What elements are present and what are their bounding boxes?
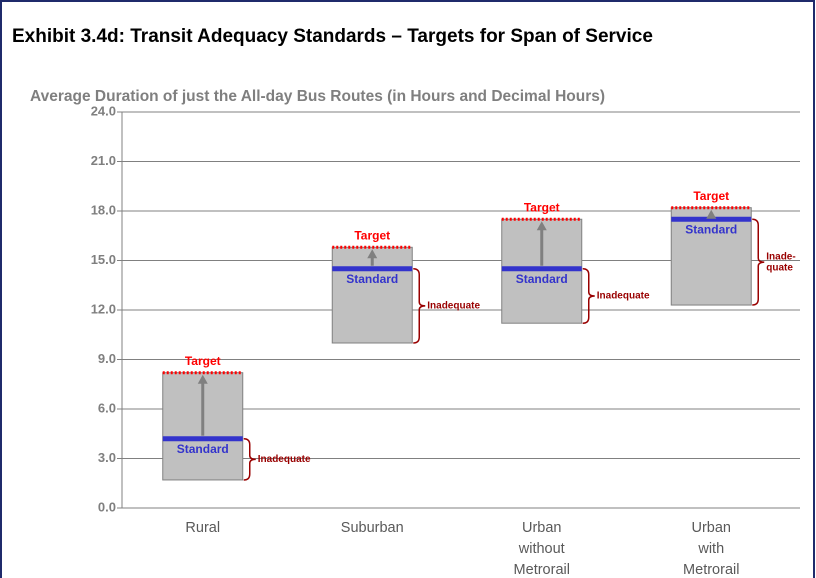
y-tick-label: 18.0 xyxy=(91,202,116,217)
chart-title: Exhibit 3.4d: Transit Adequacy Standards… xyxy=(12,26,653,47)
inadequate-brace xyxy=(413,268,426,344)
standard-label: Standard xyxy=(685,222,737,236)
y-tick-label: 6.0 xyxy=(98,400,116,415)
gap-arrow-head xyxy=(197,374,208,384)
gap-arrow-head xyxy=(367,249,378,259)
y-tick-label: 0.0 xyxy=(98,499,116,514)
x-tick-label: without xyxy=(518,541,565,557)
y-tick-label: 3.0 xyxy=(98,450,116,465)
target-label: Target xyxy=(185,354,221,368)
x-tick-label: Suburban xyxy=(341,520,404,536)
inadequate-label: Inade- xyxy=(766,251,795,262)
range-box xyxy=(670,207,752,306)
x-tick-label: with xyxy=(697,541,724,557)
standard-label: Standard xyxy=(516,272,568,286)
x-tick-label: Rural xyxy=(185,520,220,536)
target-label: Target xyxy=(693,189,729,203)
inadequate-label: Inadequate xyxy=(427,301,480,312)
chart-subtitle: Average Duration of just the All-day Bus… xyxy=(30,88,605,105)
x-tick-label: Metrorail xyxy=(514,562,570,578)
target-label: Target xyxy=(524,200,560,214)
inadequate-brace xyxy=(243,437,256,481)
inadequate-label: quate xyxy=(766,262,793,273)
x-tick-label: Urban xyxy=(522,520,562,536)
standard-label: Standard xyxy=(177,442,229,456)
inadequate-brace xyxy=(752,218,765,306)
range-box xyxy=(331,246,413,344)
inadequate-brace xyxy=(582,268,595,324)
gap-arrow-head xyxy=(536,221,547,231)
inadequate-label: Inadequate xyxy=(597,291,650,302)
standard-label: Standard xyxy=(346,272,398,286)
y-tick-label: 9.0 xyxy=(98,351,116,366)
y-tick-label: 24.0 xyxy=(91,103,116,118)
gap-arrow-head xyxy=(706,209,717,219)
x-tick-label: Metrorail xyxy=(683,562,739,578)
x-tick-label: Urban xyxy=(692,520,732,536)
target-label: Target xyxy=(354,228,390,242)
y-tick-label: 12.0 xyxy=(91,301,116,316)
y-tick-label: 15.0 xyxy=(91,252,116,267)
inadequate-label: Inadequate xyxy=(258,454,311,465)
y-tick-label: 21.0 xyxy=(91,153,116,168)
